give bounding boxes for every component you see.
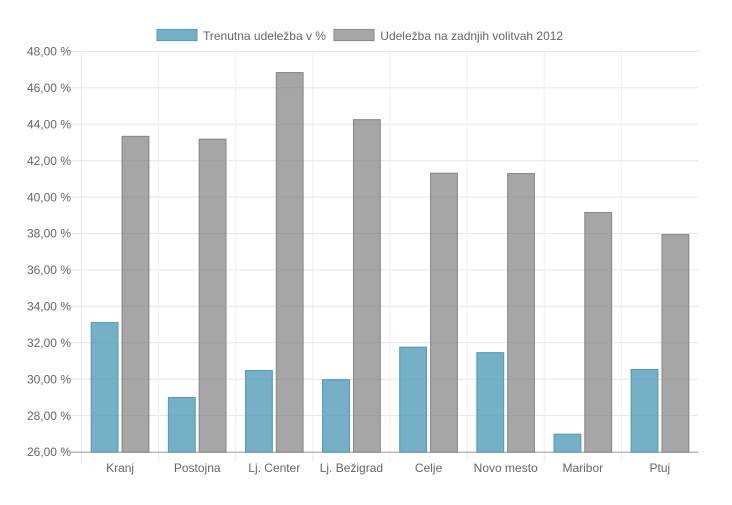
svg-text:Postojna: Postojna — [174, 461, 221, 475]
svg-text:Udeležba na zadnjih volitvah 2: Udeležba na zadnjih volitvah 2012 — [380, 29, 563, 43]
svg-text:36,00 %: 36,00 % — [27, 263, 71, 277]
svg-text:Novo mesto: Novo mesto — [474, 461, 538, 475]
svg-text:46,00 %: 46,00 % — [27, 81, 71, 95]
svg-text:Maribor: Maribor — [562, 461, 603, 475]
svg-text:Trenutna udeležba v %: Trenutna udeležba v % — [203, 29, 326, 43]
svg-text:40,00 %: 40,00 % — [27, 190, 71, 204]
svg-text:28,00 %: 28,00 % — [27, 409, 71, 423]
svg-text:32,00 %: 32,00 % — [27, 336, 71, 350]
svg-text:Lj. Center: Lj. Center — [248, 461, 300, 475]
svg-text:26,00 %: 26,00 % — [27, 445, 71, 459]
svg-text:Ptuj: Ptuj — [650, 461, 671, 475]
svg-text:Kranj: Kranj — [106, 461, 134, 475]
svg-text:Celje: Celje — [415, 461, 443, 475]
svg-text:42,00 %: 42,00 % — [27, 154, 71, 168]
svg-text:38,00 %: 38,00 % — [27, 227, 71, 241]
svg-text:30,00 %: 30,00 % — [27, 372, 71, 386]
svg-text:Lj. Bežigrad: Lj. Bežigrad — [320, 461, 383, 475]
svg-text:48,00 %: 48,00 % — [27, 45, 71, 59]
svg-text:34,00 %: 34,00 % — [27, 300, 71, 314]
svg-text:44,00 %: 44,00 % — [27, 117, 71, 131]
